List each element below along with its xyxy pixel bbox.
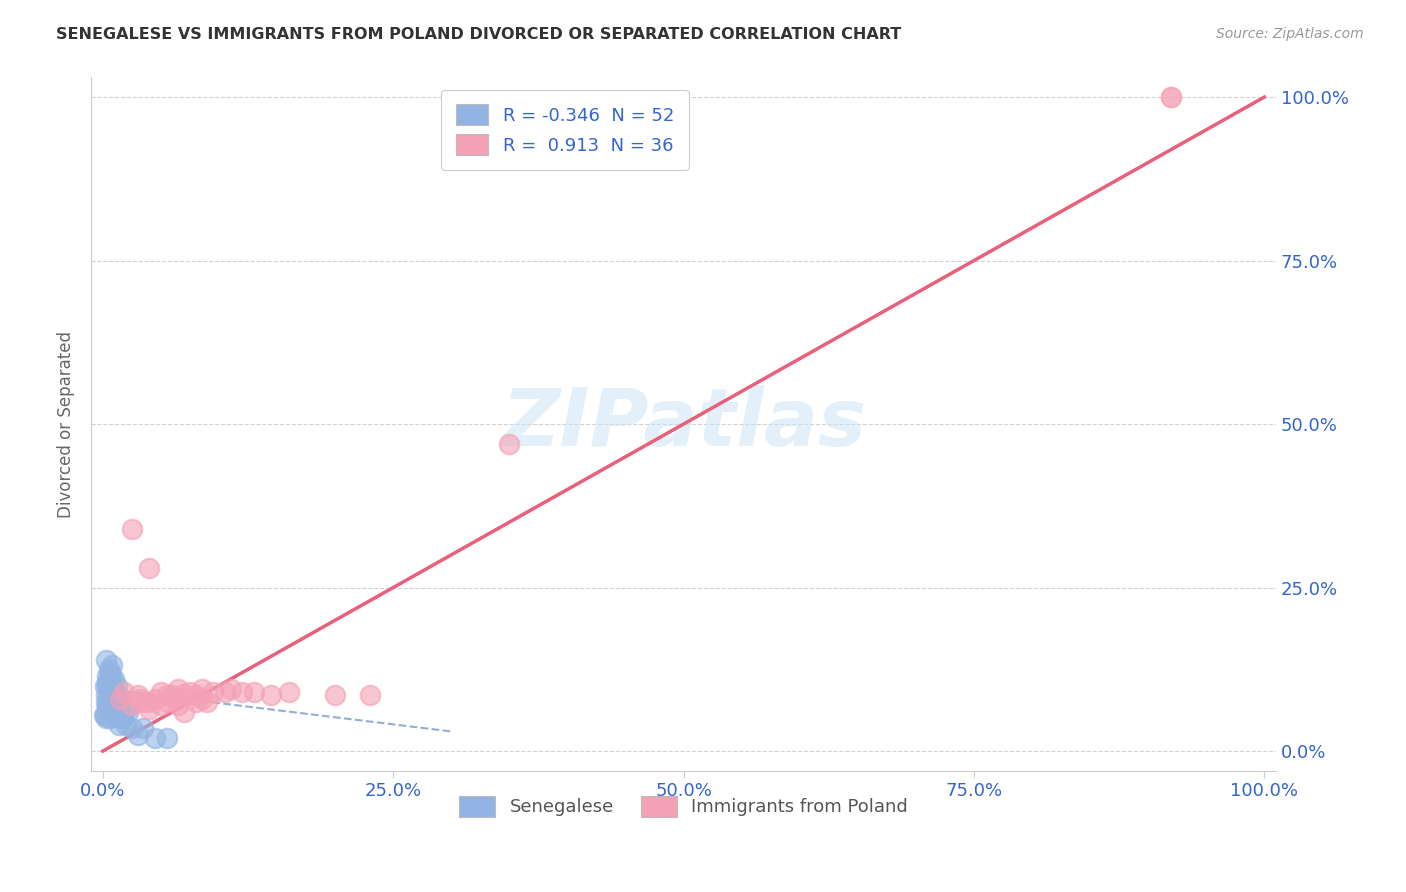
Point: [138, 561, 160, 575]
Point: [167, 698, 190, 713]
Point: [103, 689, 125, 703]
Point: [260, 689, 283, 703]
Point: [94, 708, 117, 723]
Point: [96, 699, 118, 714]
Point: [93, 708, 115, 723]
Point: [138, 701, 160, 715]
Point: [121, 698, 143, 713]
Point: [156, 695, 179, 709]
Point: [108, 711, 131, 725]
Point: [96, 669, 118, 683]
Point: [96, 689, 118, 703]
Point: [108, 691, 131, 706]
Text: Source: ZipAtlas.com: Source: ZipAtlas.com: [1216, 27, 1364, 41]
Point: [108, 691, 131, 706]
Point: [149, 698, 172, 713]
Point: [173, 705, 195, 719]
Point: [96, 698, 118, 713]
Point: [156, 689, 179, 703]
Point: [107, 691, 129, 706]
Point: [96, 675, 118, 690]
Point: [112, 685, 135, 699]
Point: [179, 685, 201, 699]
Point: [277, 685, 299, 699]
Y-axis label: Divorced or Separated: Divorced or Separated: [58, 331, 75, 517]
Point: [219, 681, 242, 696]
Point: [96, 695, 118, 709]
Point: [498, 436, 520, 450]
Point: [100, 691, 122, 706]
Point: [94, 679, 117, 693]
Point: [121, 522, 143, 536]
Point: [132, 721, 155, 735]
Point: [100, 669, 122, 683]
Point: [98, 685, 121, 699]
Point: [162, 689, 184, 703]
Point: [97, 701, 120, 715]
Point: [103, 695, 125, 709]
Point: [173, 686, 195, 700]
Point: [101, 681, 124, 696]
Point: [101, 657, 124, 672]
Point: [323, 689, 346, 703]
Point: [98, 695, 121, 709]
Point: [101, 705, 124, 719]
Point: [184, 689, 207, 703]
Point: [138, 695, 160, 709]
Legend: Senegalese, Immigrants from Poland: Senegalese, Immigrants from Poland: [451, 789, 915, 824]
Point: [105, 679, 128, 693]
Point: [96, 652, 118, 666]
Point: [127, 728, 149, 742]
Point: [190, 681, 212, 696]
Point: [108, 705, 131, 719]
Point: [100, 698, 122, 713]
Point: [149, 685, 172, 699]
Point: [103, 689, 125, 703]
Point: [97, 698, 120, 713]
Text: ZIPatlas: ZIPatlas: [501, 385, 866, 463]
Point: [359, 689, 381, 703]
Point: [103, 708, 125, 723]
Point: [195, 695, 218, 709]
Point: [129, 691, 152, 706]
Point: [242, 685, 264, 699]
Point: [98, 711, 121, 725]
Point: [111, 711, 134, 725]
Text: SENEGALESE VS IMMIGRANTS FROM POLAND DIVORCED OR SEPARATED CORRELATION CHART: SENEGALESE VS IMMIGRANTS FROM POLAND DIV…: [56, 27, 901, 42]
Point: [115, 718, 138, 732]
Point: [97, 681, 120, 696]
Point: [127, 689, 149, 703]
Point: [103, 672, 125, 686]
Point: [108, 718, 131, 732]
Point: [156, 731, 179, 745]
Point: [96, 679, 118, 693]
Point: [184, 695, 207, 709]
Point: [132, 695, 155, 709]
Point: [115, 701, 138, 715]
Point: [231, 685, 253, 699]
Point: [202, 685, 225, 699]
Point: [104, 695, 127, 709]
Point: [98, 665, 121, 680]
Point: [104, 685, 127, 699]
Point: [100, 675, 122, 690]
Point: [105, 701, 128, 715]
Point: [97, 662, 120, 676]
Point: [190, 691, 212, 706]
Point: [167, 681, 190, 696]
Point: [214, 685, 236, 699]
Point: [121, 721, 143, 735]
Point: [143, 691, 166, 706]
Point: [101, 685, 124, 699]
Point: [117, 705, 139, 719]
Point: [167, 691, 190, 706]
Point: [143, 731, 166, 745]
Point: [1160, 90, 1182, 104]
Point: [96, 711, 118, 725]
Point: [97, 691, 120, 706]
